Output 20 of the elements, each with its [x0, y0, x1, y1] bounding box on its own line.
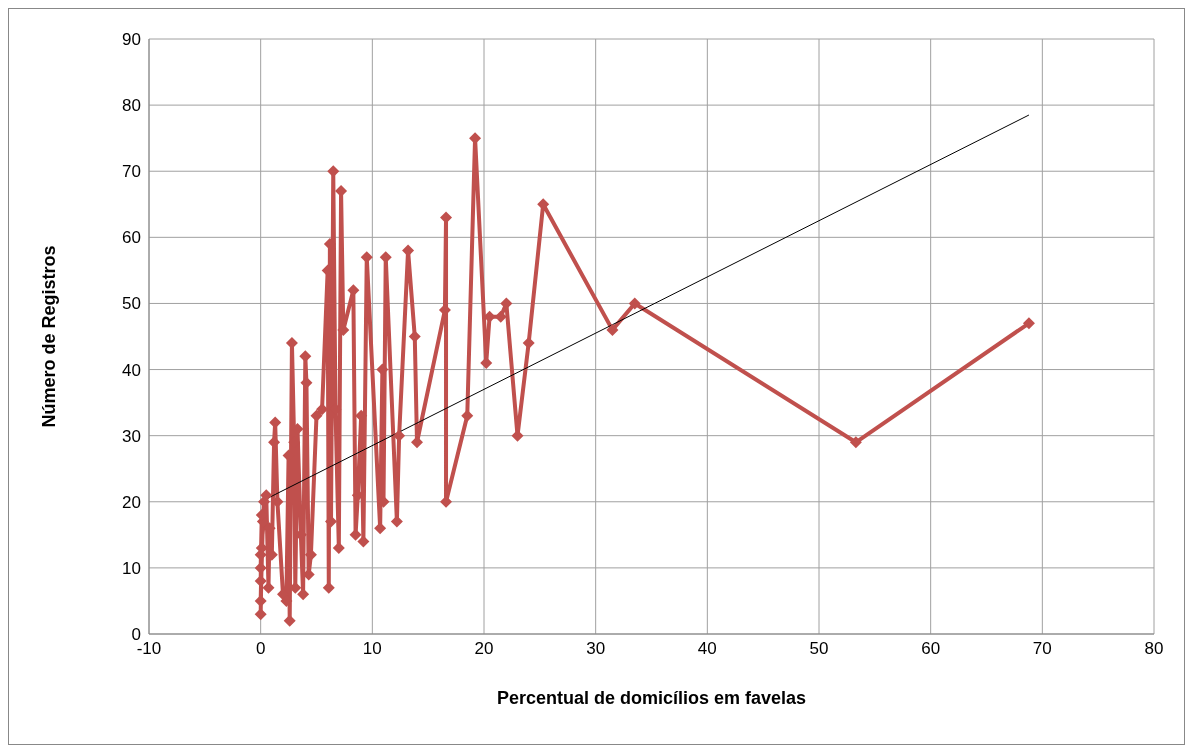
y-tick-label: 70	[122, 162, 141, 182]
y-tick-label: 80	[122, 96, 141, 116]
x-tick-label: 0	[255, 639, 266, 659]
y-tick-label: 30	[122, 426, 141, 446]
y-tick-label: 90	[122, 30, 141, 50]
x-tick-label: 70	[1032, 639, 1052, 659]
x-tick-label: 20	[474, 639, 494, 659]
y-tick-label: 40	[122, 360, 141, 380]
x-tick-label: 10	[362, 639, 382, 659]
y-axis-title: Número de Registros	[39, 245, 60, 428]
y-tick-label: 10	[122, 558, 141, 578]
y-tick-label: 60	[122, 228, 141, 248]
y-tick-label: 20	[122, 492, 141, 512]
x-tick-label: 30	[586, 639, 606, 659]
x-tick-label: 40	[697, 639, 717, 659]
x-tick-label: 60	[921, 639, 941, 659]
y-tick-label: 50	[122, 294, 141, 314]
x-axis-title: Percentual de domicílios em favelas	[496, 688, 807, 708]
x-tick-label: 50	[809, 639, 829, 659]
x-tick-label: 80	[1144, 639, 1164, 659]
